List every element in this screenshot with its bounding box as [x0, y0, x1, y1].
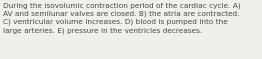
- Text: During the isovolumic contraction period of the cardiac cycle. A)
AV and semilun: During the isovolumic contraction period…: [3, 2, 241, 34]
